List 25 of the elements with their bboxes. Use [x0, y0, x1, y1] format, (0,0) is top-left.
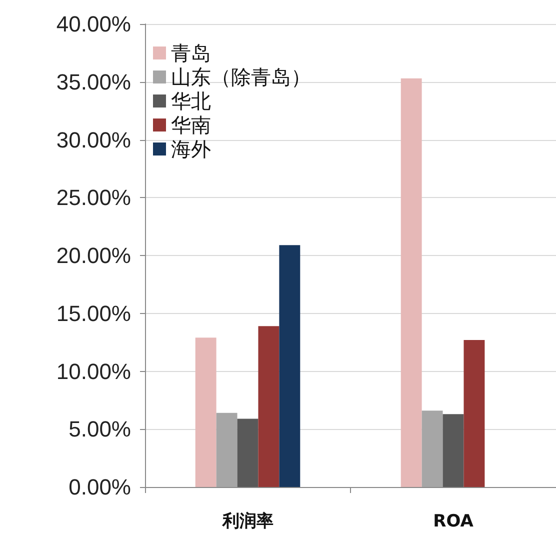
bar [442, 414, 464, 487]
legend-label: 海外 [171, 137, 211, 161]
bar [237, 418, 258, 487]
bar [216, 412, 238, 487]
y-tick-label: 10.00% [56, 358, 131, 384]
bar [258, 326, 280, 487]
legend-label: 山东（除青岛） [171, 65, 311, 89]
x-tick-label: 利润率 [221, 512, 274, 532]
y-tick-label: 40.00% [56, 12, 131, 36]
bar [195, 338, 216, 487]
legend-label: 青岛 [171, 41, 211, 65]
y-tick-label: 25.00% [56, 185, 131, 210]
y-tick-label: 35.00% [56, 69, 131, 94]
bar [279, 245, 300, 487]
x-tick-label: ROA [433, 512, 474, 532]
y-tick-label: 5.00% [68, 416, 131, 442]
y-tick-label: 15.00% [56, 300, 131, 326]
y-tick-label: 30.00% [56, 127, 131, 152]
bar [400, 78, 422, 487]
bar [422, 410, 443, 487]
bar [464, 340, 485, 487]
legend-label: 华北 [171, 89, 211, 113]
y-tick-label: 0.00% [68, 474, 131, 500]
y-tick-label: 20.00% [56, 243, 131, 268]
legend-label: 华南 [171, 113, 211, 137]
